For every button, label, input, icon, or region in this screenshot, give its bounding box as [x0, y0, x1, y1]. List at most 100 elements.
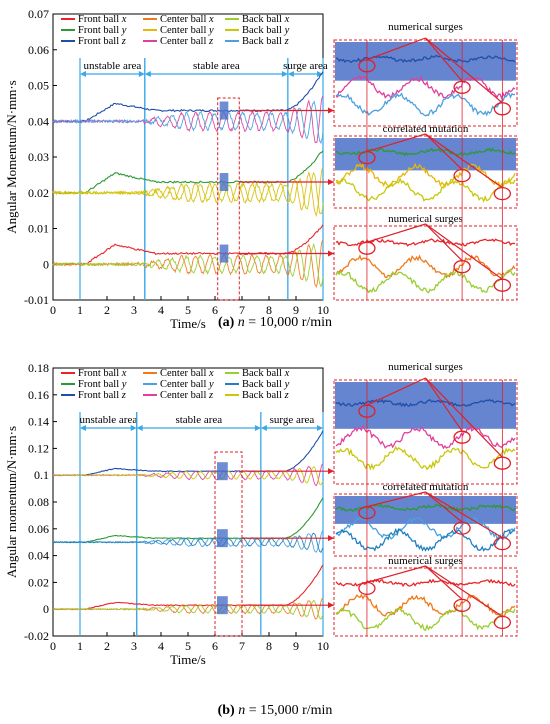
callout-arrow [425, 37, 503, 104]
caption-label: (b) [218, 703, 235, 718]
x-tick-label: 2 [104, 639, 110, 653]
legend-axis: z [208, 36, 213, 47]
y-tick-label: 0.02 [28, 186, 49, 200]
area-arrowhead [287, 71, 294, 77]
x-tick-label: 4 [158, 303, 164, 317]
legend-entry: Front ball x [78, 14, 127, 25]
legend-ball: Front ball [78, 36, 122, 47]
zoom-detail-line [335, 527, 516, 552]
legend-entry: Center ball z [160, 390, 213, 401]
plot-frame [52, 367, 324, 637]
zoom-patch [217, 529, 228, 548]
legend-ball: Back ball [242, 390, 285, 401]
callout-arrow [366, 133, 426, 153]
zoom-detail-line [336, 54, 516, 64]
area-arrowhead [138, 71, 145, 77]
legend-entry: Back ball y [242, 379, 290, 390]
series-line [52, 171, 324, 215]
legend-axis: y [208, 25, 214, 36]
y-tick-label: 0.16 [28, 388, 49, 402]
y-tick-label: 0.07 [28, 7, 49, 21]
y-tick-label: 0.12 [28, 441, 49, 455]
area-label: surge area [270, 414, 315, 426]
legend-axis: y [121, 379, 127, 390]
legend-entry: Center ball x [160, 368, 214, 379]
caption-value: = 10,000 r/min [245, 315, 332, 330]
legend-axis: y [208, 379, 214, 390]
legend-axis: z [284, 36, 289, 47]
area-arrowhead [130, 425, 137, 431]
x-tick-label: 6 [212, 639, 218, 653]
zoom-detail-line [335, 92, 516, 117]
callout-arrow [425, 491, 503, 539]
connector-arrowhead [328, 250, 334, 257]
area-label: unstable area [79, 414, 137, 426]
callout-arrow [366, 223, 426, 243]
callout-arrow [425, 565, 463, 600]
zoom-detail-box [333, 225, 518, 301]
connector-arrowhead [328, 535, 334, 542]
zoom-patch [217, 596, 228, 615]
panel-caption: (b) n = 15,000 r/min [218, 703, 333, 718]
caption-eq: n [238, 315, 245, 330]
legend-entry: Back ball z [242, 390, 289, 401]
zoom-detail-box [333, 135, 518, 209]
callout-arrow [425, 565, 503, 617]
legend-entry: Front ball z [78, 36, 126, 47]
panel-a: 0 1 2 3 4 5 6 7 8 9 10-0.0100.010.020.030.040.050.… [4, 7, 518, 331]
callout-arrow [366, 491, 426, 508]
caption-value: = 15,000 r/min [245, 703, 332, 718]
legend-axis: y [284, 25, 290, 36]
caption-label: (a) [218, 315, 235, 330]
series-line [52, 497, 324, 544]
zoom-detail-line [335, 515, 516, 540]
area-label: unstable area [84, 60, 142, 72]
legend-ball: Front ball [78, 368, 122, 379]
connector-arrowhead [328, 468, 334, 475]
connector-arrowhead [328, 107, 334, 114]
x-tick-label: 6 [212, 303, 218, 317]
x-tick-label: 10 [317, 303, 329, 317]
x-tick-label: 7 [239, 639, 245, 653]
y-tick-label: 0.06 [28, 43, 49, 57]
caption-eq: n [238, 703, 245, 718]
zoom-patch [219, 244, 229, 263]
callout-arrow [425, 377, 463, 432]
y-tick-label: 0.01 [28, 222, 49, 236]
y-tick-label: 0.14 [28, 415, 49, 429]
legend-ball: Back ball [242, 368, 285, 379]
zoom-detail-line [335, 268, 516, 294]
callout-arrow [425, 223, 463, 262]
callout-label: numerical surges [388, 213, 463, 225]
legend-ball: Back ball [242, 14, 285, 25]
area-arrowhead [80, 71, 86, 77]
legend-entry: Back ball z [242, 36, 289, 47]
x-tick-label: 2 [104, 303, 110, 317]
zoom-detail-fill [335, 496, 516, 524]
connector-arrowhead [328, 602, 334, 609]
zoom-window [214, 451, 243, 637]
legend-ball: Front ball [78, 14, 122, 25]
legend-entry: Front ball z [78, 390, 126, 401]
callout-label: numerical surges [388, 361, 463, 373]
area-arrowhead [136, 425, 143, 431]
legend-entry: Center ball x [160, 14, 214, 25]
callout-arrow [425, 133, 463, 171]
callout-label: correlated mutation [383, 123, 469, 135]
area-arrowhead [317, 71, 323, 77]
legend-axis: x [208, 368, 214, 379]
x-tick-label: 3 [131, 303, 137, 317]
zoom-detail-box [333, 39, 518, 127]
legend-ball: Back ball [242, 36, 285, 47]
legend-entry: Front ball y [78, 25, 127, 36]
legend-ball: Front ball [78, 379, 122, 390]
series-line [52, 100, 324, 145]
x-axis-label: Time/s [170, 652, 206, 667]
y-tick-label: -0.02 [24, 629, 49, 643]
y-tick-label: 0.08 [28, 495, 49, 509]
y-axis-label: Angular momentum/N·mm·s [4, 426, 19, 578]
series-line [52, 597, 324, 620]
zoom-patch [219, 173, 229, 192]
series-line [52, 466, 324, 486]
area-arrowhead [254, 425, 261, 431]
